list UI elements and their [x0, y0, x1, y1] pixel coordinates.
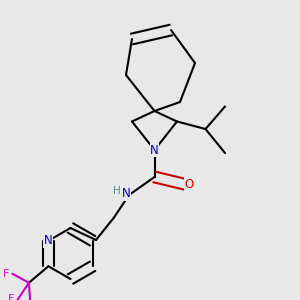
- Text: H: H: [113, 185, 121, 196]
- Text: N: N: [122, 187, 130, 200]
- Text: N: N: [44, 234, 53, 247]
- Text: O: O: [184, 178, 194, 191]
- Text: F: F: [8, 294, 14, 300]
- Text: N: N: [150, 143, 159, 157]
- Text: F: F: [3, 269, 10, 279]
